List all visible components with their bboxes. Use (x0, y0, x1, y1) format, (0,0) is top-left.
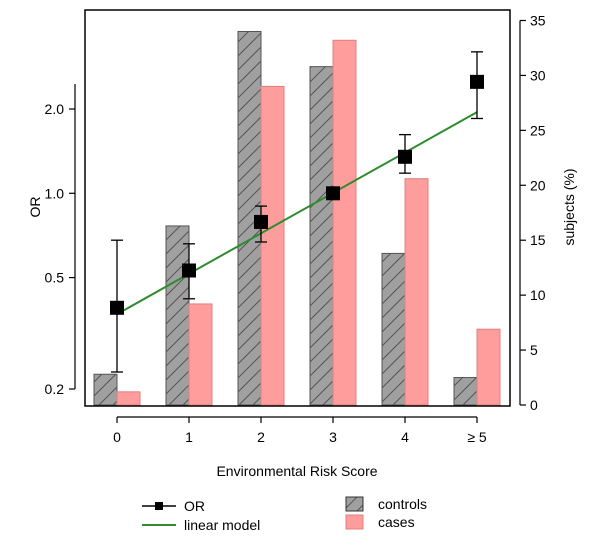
legend-item-controls: controls (345, 496, 427, 512)
bar-controls-5 (453, 377, 478, 406)
x-axis: 0 1 2 3 4 ≥ 5 (113, 416, 487, 445)
left-tick-label-2-0: 2.0 (45, 101, 65, 117)
right-tick-label-0: 0 (530, 397, 538, 413)
legend-or-marker (155, 502, 163, 510)
x-axis-title: Environmental Risk Score (216, 463, 377, 479)
right-tick-label-20: 20 (530, 177, 546, 193)
linear-model-line (116, 111, 478, 316)
right-tick-label-30: 30 (530, 67, 546, 83)
legend-label-cases: cases (378, 514, 415, 530)
left-axis: 0.2 0.5 1.0 2.0 (45, 84, 76, 397)
or-point-1 (182, 263, 196, 278)
or-point-5 (470, 74, 484, 89)
or-point-4 (398, 149, 412, 164)
bars-layer (93, 30, 501, 406)
x-tick-label-0: 0 (113, 429, 121, 445)
legend-item-or: OR (142, 498, 205, 514)
bar-cases-3 (332, 39, 357, 406)
left-tick-label-0-2: 0.2 (45, 381, 65, 397)
x-tick-label-4: 4 (401, 429, 409, 445)
bar-controls-3 (309, 66, 334, 406)
legend-label-controls: controls (378, 496, 427, 512)
legend-item-cases: cases (345, 514, 415, 530)
bar-cases-4 (404, 178, 429, 406)
left-tick-label-0-5: 0.5 (45, 270, 65, 286)
model-line-layer (116, 111, 478, 316)
or-points-layer (110, 51, 484, 373)
bar-cases-5 (476, 328, 501, 406)
legend-cases-swatch (345, 514, 364, 530)
bar-controls-4 (381, 252, 406, 406)
legend: OR linear model controls cases (142, 496, 427, 533)
x-tick-label-1: 1 (185, 429, 193, 445)
or-point-2 (254, 214, 268, 229)
bar-controls-1 (165, 225, 190, 406)
or-point-0 (110, 300, 124, 315)
left-axis-title: OR (27, 197, 43, 218)
right-tick-label-5: 5 (530, 342, 538, 358)
x-tick-label-2: 2 (257, 429, 265, 445)
or-point-3 (326, 186, 340, 201)
bar-cases-1 (188, 303, 213, 406)
right-axis: 0 5 10 15 20 25 30 35 (519, 13, 546, 413)
bar-cases-2 (260, 85, 285, 406)
right-axis-title: subjects (%) (561, 168, 577, 245)
right-tick-label-15: 15 (530, 232, 546, 248)
legend-controls-swatch (345, 496, 364, 512)
bar-cases-0 (116, 391, 141, 406)
bar-controls-0 (93, 373, 118, 406)
left-tick-label-1-0: 1.0 (45, 185, 65, 201)
right-tick-label-10: 10 (530, 287, 546, 303)
legend-label-or: OR (184, 498, 205, 514)
plot-frame (84, 9, 511, 407)
x-tick-label-5: ≥ 5 (467, 429, 487, 445)
legend-item-linear-model: linear model (142, 517, 260, 533)
legend-label-linear-model: linear model (184, 517, 260, 533)
right-tick-label-35: 35 (530, 13, 546, 29)
right-tick-label-25: 25 (530, 122, 546, 138)
x-tick-label-3: 3 (329, 429, 337, 445)
